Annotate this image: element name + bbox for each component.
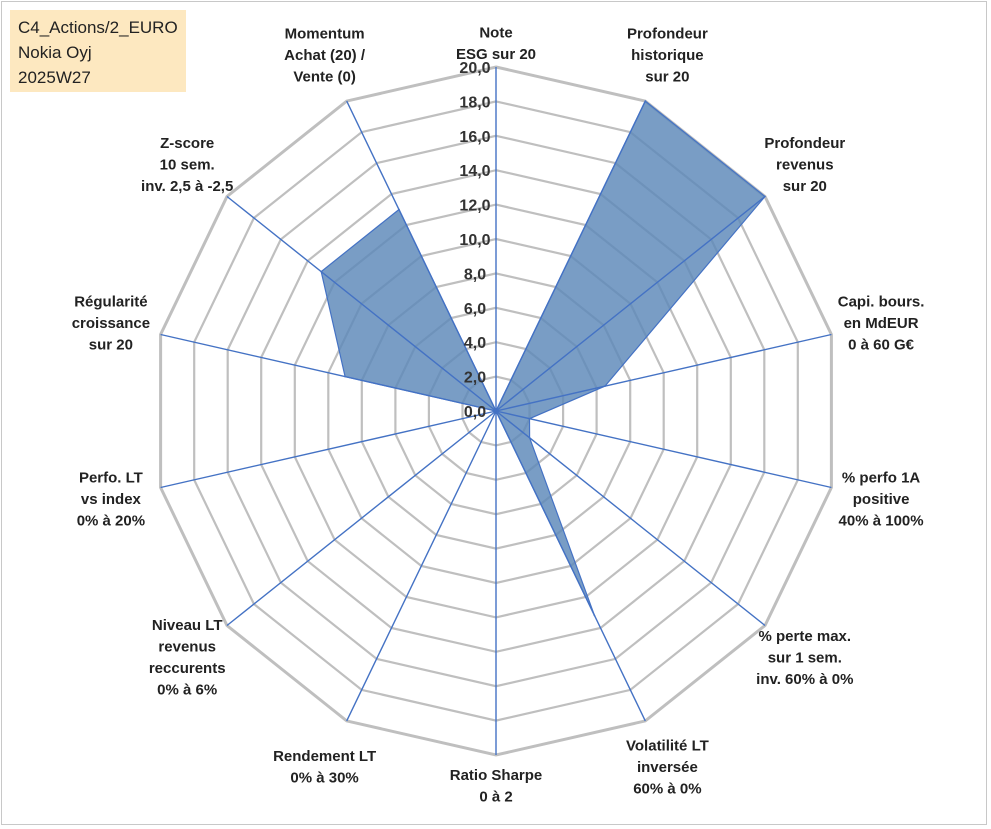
- axis-label: Profondeur revenus sur 20: [764, 135, 845, 195]
- axis-spoke: [226, 410, 497, 627]
- axis-label: Rendement LT 0% à 30%: [273, 748, 376, 787]
- axis-label: Note ESG sur 20: [456, 25, 536, 64]
- axis-label: Perfo. LT vs index 0% à 20%: [77, 469, 145, 529]
- axis-spoke: [346, 100, 497, 412]
- info-box-company: Nokia Oyj: [18, 43, 92, 62]
- axis-spoke: [160, 410, 497, 489]
- axis-spoke: [495, 333, 832, 412]
- info-box-market: C4_Actions/2_EURO: [18, 18, 178, 37]
- axis-spoke: [495, 410, 646, 722]
- tick-label: 12,0: [459, 198, 490, 215]
- axis-label: Profondeur historique sur 20: [627, 26, 708, 86]
- tick-label: 10,0: [459, 232, 490, 249]
- tick-label: 8,0: [464, 266, 486, 283]
- tick-label: 4,0: [464, 335, 486, 352]
- axis-spoke: [495, 100, 646, 412]
- radar-axes: [160, 67, 832, 755]
- axis-label: Ratio Sharpe 0 à 2: [450, 767, 543, 806]
- tick-label: 20,0: [459, 60, 490, 77]
- tick-label: 2,0: [464, 370, 486, 387]
- axis-spoke: [495, 195, 766, 412]
- axis-spoke: [346, 410, 497, 722]
- axis-label: Régularité croissance sur 20: [72, 294, 150, 354]
- tick-label: 0,0: [464, 404, 486, 421]
- tick-label: 6,0: [464, 301, 486, 318]
- info-box-week: 2025W27: [18, 68, 91, 87]
- axis-label: % perte max. sur 1 sem. inv. 60% à 0%: [756, 628, 853, 688]
- tick-label: 14,0: [459, 163, 490, 180]
- axis-label: Volatilité LT inversée 60% à 0%: [626, 737, 709, 797]
- axis-spoke: [226, 195, 497, 412]
- info-box: C4_Actions/2_EURO Nokia Oyj 2025W27: [10, 10, 186, 92]
- axis-label: % perfo 1A positive 40% à 100%: [839, 469, 924, 529]
- tick-label: 18,0: [459, 94, 490, 111]
- axis-spoke: [160, 333, 497, 412]
- axis-label: Z-score 10 sem. inv. 2,5 à -2,5: [141, 135, 233, 195]
- axis-spoke: [495, 410, 832, 489]
- axis-label: Niveau LT revenus reccurents 0% à 6%: [149, 617, 226, 699]
- axis-label: Capi. bours. en MdEUR 0 à 60 G€: [838, 294, 925, 354]
- tick-label: 16,0: [459, 129, 490, 146]
- axis-label: Momentum Achat (20) / Vente (0): [284, 26, 366, 86]
- axis-spoke: [495, 410, 766, 627]
- radar-tick-labels: 0,0 2,0 4,0 6,0 8,0 10,0 12,0 14,0 16,0 18,0 20,0: [459, 60, 490, 421]
- radar-axis-labels: Note ESG sur 20 Profondeur historique sur 20…: [72, 25, 925, 806]
- series-area: [320, 100, 766, 616]
